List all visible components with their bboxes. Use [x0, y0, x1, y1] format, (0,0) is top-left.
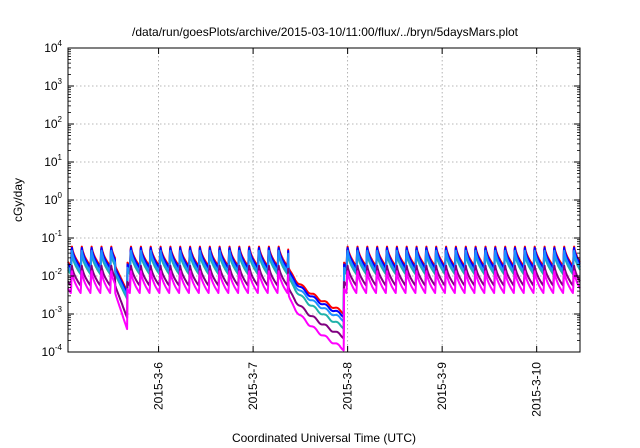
y-tick-label: 10-4: [42, 343, 63, 359]
x-tick-label: 2015-3-8: [341, 362, 355, 410]
x-tick-label: 2015-3-7: [246, 362, 260, 410]
y-tick-label: 102: [44, 115, 62, 131]
y-tick-label: 10-1: [42, 229, 63, 245]
y-tick-label: 104: [44, 39, 62, 55]
x-tick-label: 2015-3-10: [530, 362, 544, 417]
y-tick-label: 103: [44, 77, 62, 93]
y-tick-label: 100: [44, 191, 62, 207]
x-ticks: 2015-3-6 2015-3-7 2015-3-8 2015-3-9 2015-3-1…: [152, 48, 544, 417]
y-tick-label: 101: [44, 153, 62, 169]
series-line-4: [67, 249, 581, 323]
y-tick-label: 10-3: [42, 305, 63, 321]
grid: [68, 48, 580, 352]
series-line-6: [67, 270, 581, 352]
y-tick-label: 10-2: [42, 267, 63, 283]
x-tick-label: 2015-3-6: [152, 362, 166, 410]
y-ticks: 10-4 10-3 10-2 10-1 100 101 102 103 104: [42, 39, 580, 359]
x-tick-label: 2015-3-9: [435, 362, 449, 410]
x-axis-label: Coordinated Universal Time (UTC): [232, 431, 416, 445]
chart-title: /data/run/goesPlots/archive/2015-03-10/1…: [132, 25, 519, 39]
series-layer: [67, 245, 581, 352]
y-axis-label: cGy/day: [11, 178, 25, 222]
